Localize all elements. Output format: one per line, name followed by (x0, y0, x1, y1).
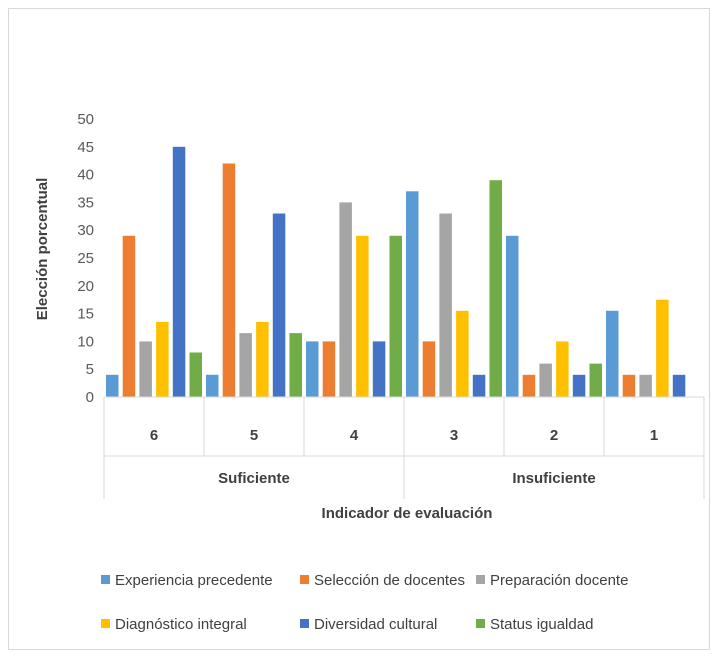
category-label: 3 (450, 427, 458, 444)
bar-chart: 0 5 10 15 20 25 30 35 40 45 50 6 5 4 3 2 1 Suficiente Ins… (34, 111, 705, 633)
legend-swatch (300, 619, 309, 628)
y-tick-label: 25 (77, 250, 94, 267)
bar (506, 235, 519, 397)
group-label: Insuficiente (512, 470, 595, 487)
bar (422, 341, 436, 397)
bar (289, 333, 302, 397)
bar (656, 299, 669, 397)
legend-label: Preparación docente (490, 572, 628, 589)
bar (189, 352, 202, 397)
bar (522, 374, 536, 397)
legend-swatch (476, 575, 485, 584)
legend-swatch (101, 619, 110, 628)
bar (356, 235, 369, 397)
y-tick-label: 40 (77, 167, 94, 184)
y-tick-label: 35 (77, 194, 94, 211)
bars (106, 146, 686, 397)
bar (156, 321, 169, 397)
bar (589, 363, 602, 397)
y-tick-label: 30 (77, 222, 94, 239)
chart-frame: 0 5 10 15 20 25 30 35 40 45 50 6 5 4 3 2 1 Suficiente Ins… (8, 8, 710, 650)
legend-label: Status igualdad (490, 616, 593, 633)
bar (122, 235, 136, 397)
bar (572, 374, 586, 397)
group-label: Suficiente (218, 470, 290, 487)
bar (472, 374, 486, 397)
bar (389, 235, 402, 397)
legend-label: Diversidad cultural (314, 616, 437, 633)
y-tick-label: 15 (77, 306, 94, 323)
legend-label: Experiencia precedente (115, 572, 273, 589)
y-tick-label: 10 (77, 333, 94, 350)
y-tick-label: 5 (86, 361, 94, 378)
legend-label: Diagnóstico integral (115, 616, 247, 633)
bar (456, 310, 469, 397)
bar (322, 341, 336, 397)
x-axis-title: Indicador de evaluación (322, 505, 493, 522)
bar (556, 341, 569, 397)
bar (339, 202, 352, 397)
bar (406, 191, 419, 397)
legend-swatch (300, 575, 309, 584)
legend: Experiencia precedente Selección de docen… (101, 572, 628, 633)
legend-swatch (101, 575, 110, 584)
bar (439, 213, 452, 397)
bar (172, 146, 186, 397)
bar (606, 310, 619, 397)
y-tick-label: 20 (77, 278, 94, 295)
bar (372, 341, 386, 397)
category-label: 6 (150, 427, 158, 444)
category-label: 2 (550, 427, 558, 444)
category-label: 5 (250, 427, 258, 444)
legend-label: Selección de docentes (314, 572, 465, 589)
bar (622, 374, 636, 397)
y-tick-label: 45 (77, 139, 94, 156)
bar (672, 374, 686, 397)
bar (306, 341, 319, 397)
bar (106, 374, 119, 397)
y-tick-label: 0 (86, 389, 94, 406)
bar (539, 363, 552, 397)
y-axis-ticks: 0 5 10 15 20 25 30 35 40 45 50 (77, 111, 94, 406)
bar (639, 374, 652, 397)
y-axis-title: Elección porcentual (34, 178, 51, 321)
legend-swatch (476, 619, 485, 628)
bar (489, 180, 502, 397)
bar (256, 321, 269, 397)
bar (239, 333, 252, 397)
category-label: 4 (350, 427, 359, 444)
bar (222, 163, 236, 397)
bar (272, 213, 286, 397)
x-axis: 6 5 4 3 2 1 Suficiente Insuficiente (103, 396, 705, 499)
category-label: 1 (650, 427, 658, 444)
bar (206, 374, 219, 397)
bar (139, 341, 152, 397)
y-tick-label: 50 (77, 111, 94, 128)
